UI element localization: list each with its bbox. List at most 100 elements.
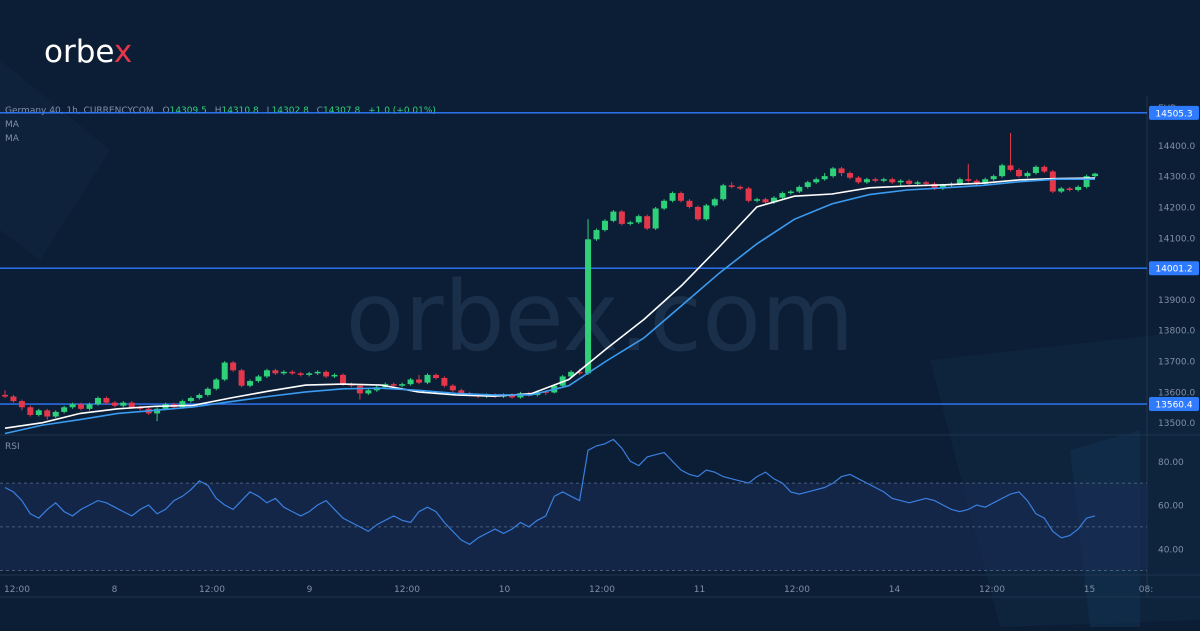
ma-slow-line [4, 178, 1095, 435]
moving-averages [4, 177, 1096, 435]
candle-body [35, 410, 42, 415]
low-value: 14302.8 [272, 106, 309, 116]
candle-body [982, 179, 989, 184]
logo-x-mark: x [114, 34, 132, 70]
candle-body [390, 384, 397, 386]
candle-body [52, 411, 59, 417]
candle-body [610, 211, 617, 221]
candle-body [576, 371, 583, 374]
candle-body [931, 183, 938, 189]
rsi-tick-label: 80.00 [1158, 458, 1184, 468]
candle-body [27, 407, 34, 415]
candle-body [956, 179, 963, 184]
candle-body [416, 379, 423, 383]
rsi-indicator-label: RSI [5, 442, 20, 452]
candle-body [787, 191, 794, 194]
candle-body [263, 370, 270, 377]
candle-body [686, 200, 693, 207]
candlestick-series [2, 132, 1099, 422]
level-price-tag [1149, 261, 1199, 276]
candle-body [694, 206, 701, 220]
candle-body [331, 374, 338, 377]
candle-body [1075, 186, 1082, 190]
candle-body [762, 199, 769, 203]
candle-body [914, 182, 921, 184]
candle-body [18, 401, 25, 408]
level-labels: 14505.3 14001.2 13560.4 [1149, 105, 1199, 412]
candle-body [863, 179, 870, 183]
candle-body [830, 168, 837, 177]
candle-body [272, 370, 279, 374]
price-tick-label: 13800.0 [1158, 327, 1195, 337]
candle-body [432, 374, 439, 378]
candle-body [179, 401, 186, 408]
ma-indicator-label-2: MA [5, 134, 20, 144]
candle-body [635, 216, 642, 223]
price-tick-label: 14100.0 [1158, 234, 1195, 244]
candle-body [855, 177, 862, 183]
candle-body [120, 402, 127, 406]
open-label: O [163, 106, 170, 116]
symbol-header: Germany 40, 1h, CURRENCYCOM O14309.5 H14… [5, 106, 436, 452]
rsi-series [4, 438, 1096, 546]
price-tick-label: 13900.0 [1158, 296, 1195, 306]
candle-body [939, 185, 946, 189]
price-tick-label: 14200.0 [1158, 203, 1195, 213]
candle-body [128, 402, 135, 408]
time-tick-label: 15 [1084, 585, 1095, 595]
candle-body [399, 384, 406, 386]
candle-body [509, 394, 515, 398]
candle-body [627, 222, 634, 224]
close-value: 14307.8 [323, 106, 360, 116]
candle-body [973, 180, 980, 184]
price-tick-label: 13600.0 [1158, 388, 1195, 398]
candle-body [154, 408, 161, 414]
candle-body [323, 371, 330, 377]
candle-body [86, 404, 93, 409]
price-tick-label: 14300.0 [1158, 173, 1195, 183]
candle-body [821, 176, 828, 180]
candle-body [1092, 173, 1099, 177]
horizontal-levels[interactable] [0, 112, 1147, 405]
candle-body [779, 193, 786, 198]
time-tick-label: 11 [694, 585, 705, 595]
candle-body [103, 398, 110, 403]
candle-body [306, 373, 313, 375]
candle-body [585, 239, 592, 374]
candle-body [711, 199, 718, 206]
candle-body [449, 385, 456, 391]
candle-body [441, 377, 448, 386]
rsi-tick-label: 40.00 [1158, 545, 1184, 555]
candle-body [213, 379, 220, 389]
candle-body [601, 220, 608, 231]
time-tick-label: 12:00 [199, 585, 225, 595]
candle-body [204, 388, 211, 395]
time-axis: 12:00 8 12:00 9 12:00 10 12:00 11 12:00 14 12:00 15… [4, 585, 1153, 595]
candle-body [255, 376, 262, 382]
time-tick-label: 12:00 [394, 585, 420, 595]
candle-body [897, 180, 904, 183]
candle-body [44, 410, 51, 417]
svg-text:Germany 40, 1h, CURRENCYCOM: Germany 40, 1h, CURRENCYCOM O14309.5 H14… [5, 106, 436, 116]
candle-body [593, 230, 600, 240]
rsi-line [4, 438, 1096, 546]
candle-body [424, 374, 431, 383]
logo-text: orbe [44, 34, 114, 70]
candle-body [356, 385, 363, 394]
candle-body [754, 199, 761, 201]
candle-body [78, 404, 85, 409]
candle-body [838, 168, 845, 174]
time-tick-label: 10 [499, 585, 511, 595]
candle-body [458, 390, 465, 394]
low-label: L [267, 106, 272, 116]
candle-body [1041, 166, 1048, 172]
candle-body [94, 398, 101, 405]
price-tick-label: 13500.0 [1158, 419, 1195, 429]
candle-body [923, 182, 930, 184]
candle-body [703, 205, 710, 220]
high-label: H [215, 106, 222, 116]
pane-frame [0, 96, 1200, 598]
rsi-tick-label: 60.00 [1158, 502, 1184, 512]
candle-body [2, 394, 8, 397]
